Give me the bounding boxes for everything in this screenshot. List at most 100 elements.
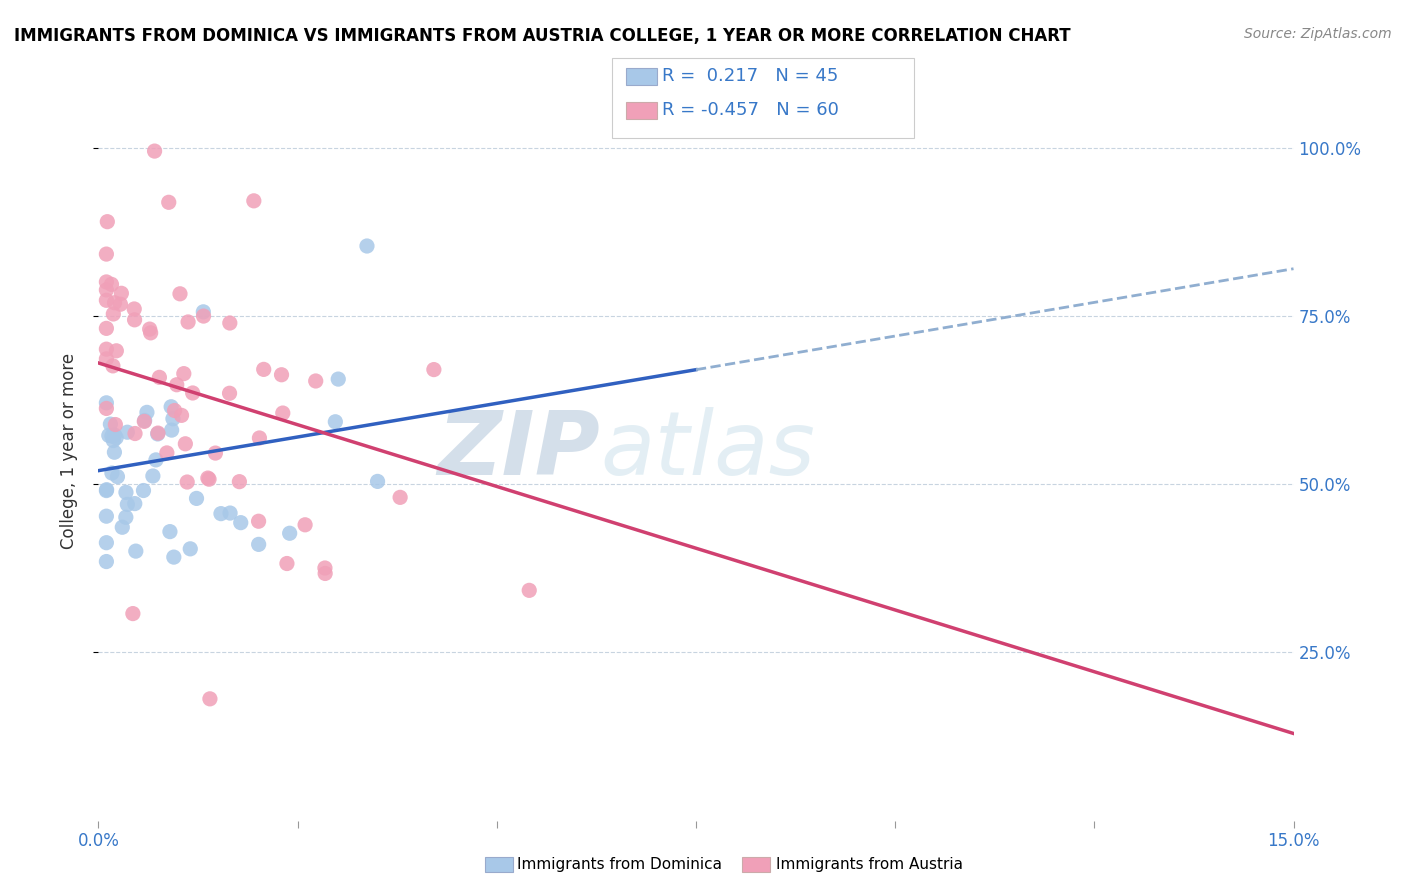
Point — [117, 497, 139, 511]
Text: Immigrants from Dominica: Immigrants from Dominica — [517, 857, 723, 871]
Point — [146, 426, 169, 441]
Text: IMMIGRANTS FROM DOMINICA VS IMMIGRANTS FROM AUSTRIA COLLEGE, 1 YEAR OR MORE CORR: IMMIGRANTS FROM DOMINICA VS IMMIGRANTS F… — [14, 27, 1071, 45]
Point — [139, 326, 162, 340]
Point — [389, 491, 412, 505]
Point — [107, 469, 129, 483]
Point — [96, 293, 118, 308]
Point — [96, 342, 118, 356]
Point — [169, 286, 191, 301]
Point — [198, 691, 221, 706]
Point — [198, 472, 221, 486]
Point — [219, 506, 242, 520]
Point — [117, 425, 139, 440]
Point — [243, 194, 266, 208]
Point — [181, 386, 204, 401]
Point — [173, 367, 195, 381]
Text: atlas: atlas — [600, 408, 815, 493]
Point — [247, 537, 270, 551]
Point — [228, 475, 250, 489]
Point — [156, 446, 179, 460]
Point — [177, 315, 200, 329]
Point — [111, 520, 134, 534]
Point — [96, 401, 118, 416]
Point — [163, 550, 186, 565]
Point — [96, 283, 118, 297]
Point — [105, 343, 128, 358]
Text: Source: ZipAtlas.com: Source: ZipAtlas.com — [1244, 27, 1392, 41]
Point — [249, 431, 271, 445]
Point — [247, 514, 270, 528]
Point — [148, 370, 170, 384]
Point — [96, 215, 118, 229]
Point — [176, 475, 198, 489]
Point — [270, 368, 292, 382]
Point — [186, 491, 208, 506]
Point — [170, 409, 193, 423]
Point — [96, 396, 118, 410]
Point — [218, 386, 240, 401]
Point — [325, 415, 347, 429]
Point — [134, 414, 156, 428]
Point — [104, 417, 127, 432]
Point — [97, 428, 120, 442]
Point — [124, 426, 146, 441]
Point — [517, 583, 540, 598]
Point — [132, 483, 155, 498]
Point — [103, 295, 125, 310]
Point — [101, 359, 124, 373]
Text: ZIP: ZIP — [437, 407, 600, 494]
Point — [122, 607, 145, 621]
Point — [96, 275, 118, 289]
Point — [146, 426, 169, 441]
Text: Immigrants from Austria: Immigrants from Austria — [776, 857, 963, 871]
Point — [160, 400, 183, 414]
Point — [197, 471, 219, 485]
Point — [110, 297, 132, 311]
Point — [204, 446, 226, 460]
Point — [96, 555, 118, 569]
Point — [103, 445, 125, 459]
Text: R =  0.217   N = 45: R = 0.217 N = 45 — [662, 67, 838, 85]
Point — [115, 510, 138, 524]
Point — [96, 247, 118, 261]
Point — [314, 561, 336, 575]
Point — [115, 485, 138, 500]
Point — [143, 144, 166, 158]
Point — [294, 517, 316, 532]
Point — [124, 313, 146, 327]
Point — [229, 516, 252, 530]
Point — [328, 372, 350, 386]
Point — [159, 524, 181, 539]
Point — [166, 377, 188, 392]
Point — [96, 321, 118, 335]
Point — [305, 374, 328, 388]
Point — [101, 429, 124, 443]
Point — [96, 535, 118, 549]
Point — [367, 475, 389, 489]
Point — [110, 286, 132, 301]
Point — [209, 507, 232, 521]
Point — [96, 483, 118, 497]
Point — [276, 557, 298, 571]
Point — [138, 322, 160, 336]
Text: R = -0.457   N = 60: R = -0.457 N = 60 — [662, 101, 839, 119]
Point — [122, 301, 145, 316]
Point — [193, 309, 215, 323]
Point — [160, 423, 183, 437]
Point — [162, 411, 184, 425]
Point — [174, 437, 197, 451]
Point — [157, 195, 180, 210]
Point — [103, 428, 125, 442]
Point — [193, 305, 215, 319]
Point — [96, 351, 118, 366]
Point — [314, 566, 336, 581]
Point — [134, 413, 156, 427]
Point — [142, 469, 165, 483]
Point — [101, 466, 124, 480]
Point — [218, 316, 240, 330]
Point — [163, 403, 186, 417]
Point — [100, 417, 122, 431]
Point — [253, 362, 276, 376]
Point — [103, 307, 125, 321]
Point — [125, 544, 148, 558]
